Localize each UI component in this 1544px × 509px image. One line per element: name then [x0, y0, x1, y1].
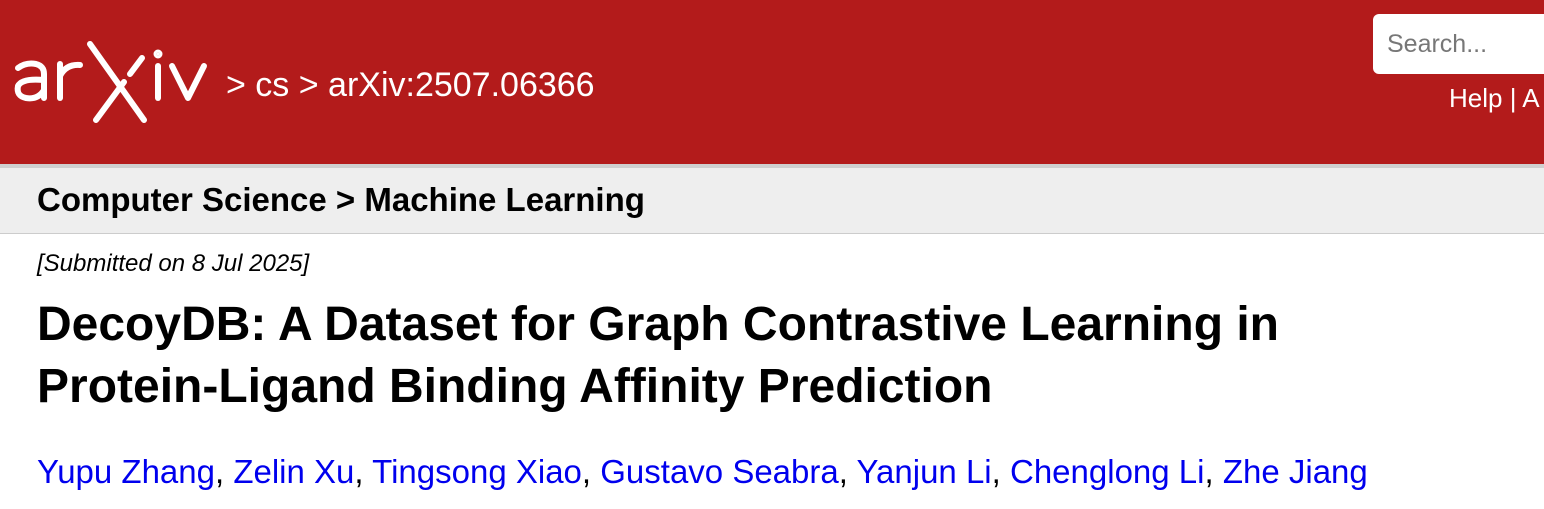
author-link[interactable]: Chenglong Li — [1010, 453, 1205, 490]
author-link[interactable]: Zelin Xu — [233, 453, 355, 490]
submission-date: [Submitted on 8 Jul 2025] — [37, 250, 310, 277]
paper-title-line2: Protein-Ligand Binding Affinity Predicti… — [37, 360, 993, 413]
author-link[interactable]: Yanjun Li — [856, 453, 992, 490]
author-link[interactable]: Tingsong Xiao — [372, 453, 582, 490]
arxiv-logo[interactable] — [12, 34, 218, 130]
author-link[interactable]: Gustavo Seabra — [600, 453, 839, 490]
author-separator: , — [1204, 453, 1223, 490]
help-link[interactable]: Help | A — [1449, 83, 1540, 113]
paper-title: DecoyDB: A Dataset for Graph Contrastive… — [37, 294, 1497, 418]
subject-subheader: Computer Science > Machine Learning — [0, 164, 1544, 234]
author-separator: , — [838, 453, 857, 490]
author-separator: , — [215, 453, 234, 490]
site-header: > cs > arXiv:2507.06366 Help | A — [0, 0, 1544, 164]
author-link[interactable]: Zhe Jiang — [1222, 453, 1368, 490]
author-link[interactable]: Yupu Zhang — [37, 453, 215, 490]
author-separator: , — [581, 453, 601, 490]
author-list: Yupu Zhang, Zelin Xu, Tingsong Xiao, Gus… — [37, 452, 1368, 492]
breadcrumb-text[interactable]: > cs > arXiv:2507.06366 — [226, 66, 595, 104]
paper-title-line1: DecoyDB: A Dataset for Graph Contrastive… — [37, 298, 1279, 351]
breadcrumb[interactable]: > cs > arXiv:2507.06366 — [226, 65, 595, 105]
subject-breadcrumb: Computer Science > Machine Learning — [37, 181, 645, 218]
search-input[interactable] — [1373, 14, 1544, 74]
author-separator: , — [991, 453, 1010, 490]
author-separator: , — [354, 453, 373, 490]
help-links[interactable]: Help | A — [1449, 82, 1540, 114]
